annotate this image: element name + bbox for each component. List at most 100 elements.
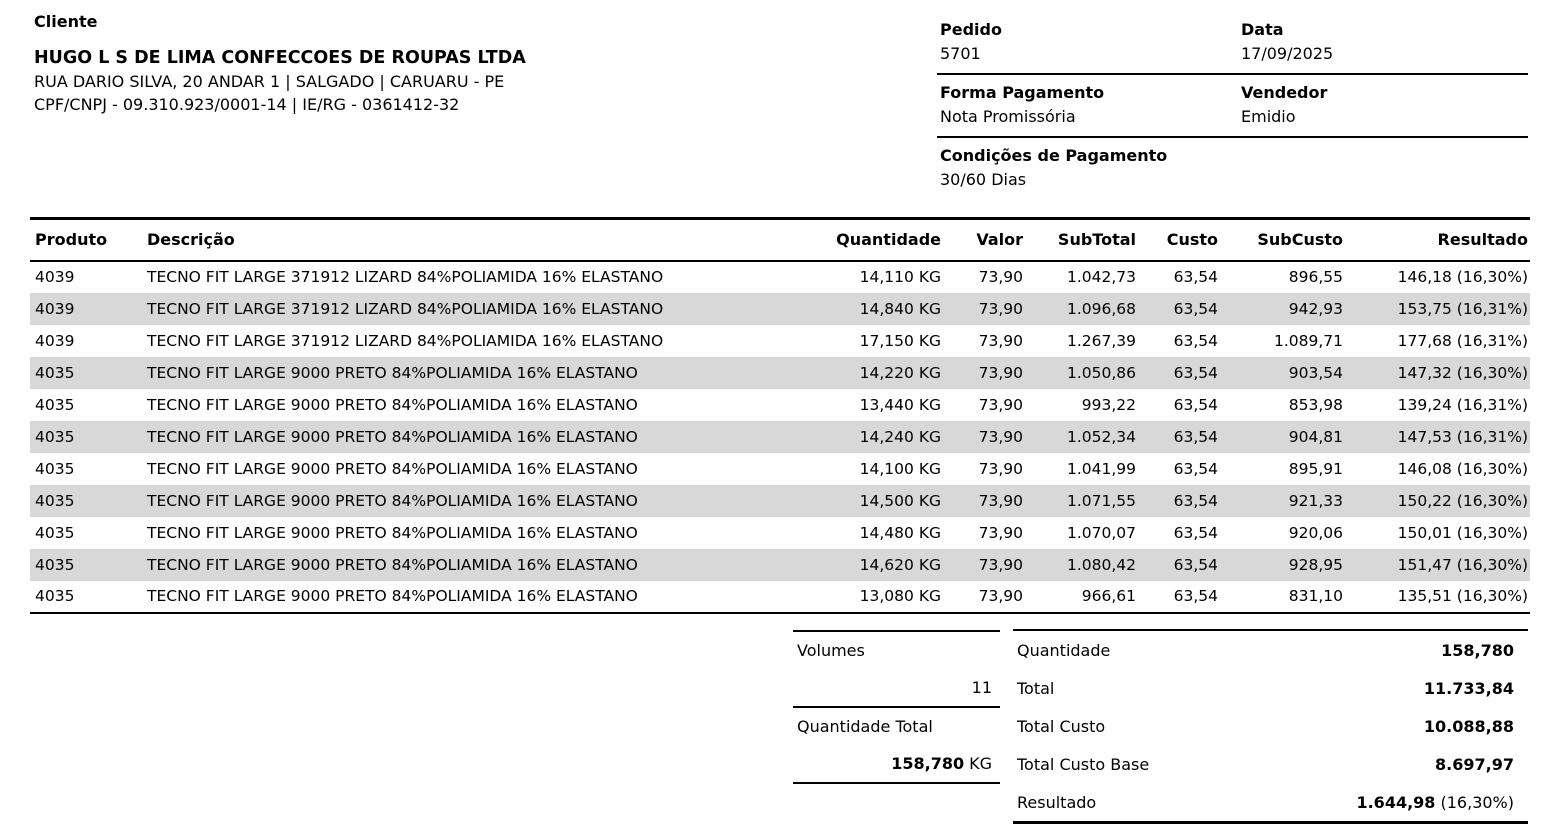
cell-subtotal: 993,22 — [1081, 395, 1136, 414]
data-label: Data — [1241, 20, 1284, 39]
cell-resultado: 150,01 (16,30%) — [1397, 523, 1528, 542]
cell-subcusto: 896,55 — [1288, 268, 1343, 286]
header-subcusto: SubCusto — [1220, 218, 1345, 262]
cell-subcusto: 904,81 — [1288, 427, 1343, 446]
cell-resultado: 151,47 (16,30%) — [1397, 555, 1528, 574]
cell-custo: 63,54 — [1173, 555, 1218, 574]
cell-custo: 63,54 — [1173, 587, 1218, 605]
cell-subtotal: 1.050,86 — [1066, 363, 1136, 382]
cell-valor: 73,90 — [978, 555, 1023, 574]
quantidade-total-value: 158,780 — [891, 754, 965, 773]
cell-quantidade: 14,240 KG — [859, 427, 941, 446]
cell-quantidade: 14,100 KG — [859, 459, 941, 478]
cell-subcusto: 928,95 — [1288, 555, 1343, 574]
cell-resultado: 146,18 (16,30%) — [1397, 268, 1528, 286]
cell-subtotal: 1.267,39 — [1066, 331, 1136, 350]
cell-valor: 73,90 — [978, 299, 1023, 318]
order-row-condicoes: Condições de Pagamento 30/60 Dias — [937, 138, 1528, 199]
summary-row-quantidade: Quantidade 158,780 — [1013, 631, 1528, 669]
table-row: 4039 TECNO FIT LARGE 371912 LIZARD 84%POL… — [30, 325, 1530, 357]
cell-valor: 73,90 — [978, 523, 1023, 542]
cell-descricao: TECNO FIT LARGE 9000 PRETO 84%POLIAMIDA … — [147, 395, 638, 414]
summary-resultado-value-group: 1.644,98 (16,30%) — [1356, 793, 1514, 812]
cell-quantidade: 13,080 KG — [859, 587, 941, 605]
cell-produto: 4035 — [35, 395, 75, 414]
cell-descricao: TECNO FIT LARGE 9000 PRETO 84%POLIAMIDA … — [147, 427, 638, 446]
cell-valor: 73,90 — [978, 268, 1023, 286]
cell-quantidade: 14,620 KG — [859, 555, 941, 574]
condicoes-value: 30/60 Dias — [940, 170, 1027, 189]
cell-custo: 63,54 — [1173, 459, 1218, 478]
quantidade-total-section: Quantidade Total 158,780 KG — [793, 708, 1000, 784]
cell-produto: 4039 — [35, 331, 75, 350]
table-row: 4039 TECNO FIT LARGE 371912 LIZARD 84%POL… — [30, 261, 1530, 293]
quantidade-total-value-row: 158,780 KG — [793, 745, 1000, 782]
cell-subcusto: 903,54 — [1288, 363, 1343, 382]
forma-pagamento-field: Forma Pagamento Nota Promissória — [940, 83, 1241, 126]
cell-subcusto: 831,10 — [1288, 587, 1343, 605]
cell-valor: 73,90 — [978, 427, 1023, 446]
volumes-section: Volumes 11 — [793, 632, 1000, 708]
cell-produto: 4035 — [35, 587, 75, 605]
cell-produto: 4039 — [35, 268, 75, 286]
data-value: 17/09/2025 — [1241, 44, 1334, 63]
cell-subcusto: 1.089,71 — [1273, 331, 1343, 350]
cell-descricao: TECNO FIT LARGE 371912 LIZARD 84%POLIAMI… — [147, 331, 664, 350]
cell-subtotal: 1.080,42 — [1066, 555, 1136, 574]
vendedor-value: Emidio — [1241, 107, 1296, 126]
table-row: 4035 TECNO FIT LARGE 9000 PRETO 84%POLIAM… — [30, 420, 1530, 453]
cell-resultado: 153,75 (16,31%) — [1397, 299, 1528, 318]
cell-custo: 63,54 — [1173, 363, 1218, 382]
cell-descricao: TECNO FIT LARGE 9000 PRETO 84%POLIAMIDA … — [147, 555, 638, 574]
cell-produto: 4035 — [35, 363, 75, 382]
client-documents: CPF/CNPJ - 09.310.923/0001-14 | IE/RG - … — [34, 95, 460, 114]
cell-quantidade: 14,500 KG — [859, 491, 941, 510]
header-valor: Valor — [943, 218, 1025, 262]
summary-total-custo-label: Total Custo — [1017, 716, 1106, 736]
cell-valor: 73,90 — [978, 587, 1023, 605]
table-body: 4039 TECNO FIT LARGE 371912 LIZARD 84%POL… — [30, 261, 1530, 613]
cell-valor: 73,90 — [978, 331, 1023, 350]
summary-total-custo-value: 10.088,88 — [1423, 716, 1514, 736]
cell-valor: 73,90 — [978, 395, 1023, 414]
client-name: HUGO L S DE LIMA CONFECCOES DE ROUPAS LT… — [34, 48, 526, 68]
header-custo: Custo — [1138, 218, 1220, 262]
client-info: Cliente HUGO L S DE LIMA CONFECCOES DE R… — [34, 12, 734, 116]
cell-quantidade: 13,440 KG — [859, 395, 941, 414]
cell-valor: 73,90 — [978, 491, 1023, 510]
cell-subtotal: 1.071,55 — [1066, 491, 1136, 510]
pedido-field: Pedido 5701 — [940, 20, 1241, 63]
quantidade-total-label: Quantidade Total — [797, 717, 933, 736]
order-row-pedido-data: Pedido 5701 Data 17/09/2025 — [937, 12, 1528, 75]
cell-quantidade: 14,220 KG — [859, 363, 941, 382]
cell-resultado: 147,32 (16,30%) — [1397, 363, 1528, 382]
table-row: 4035 TECNO FIT LARGE 9000 PRETO 84%POLIAM… — [30, 548, 1530, 581]
condicoes-label: Condições de Pagamento — [940, 146, 1168, 165]
cell-quantidade: 17,150 KG — [859, 331, 941, 350]
summary-total-value: 11.733,84 — [1423, 678, 1514, 698]
order-info-panel: Pedido 5701 Data 17/09/2025 Forma Pagame… — [937, 12, 1528, 199]
cell-resultado: 177,68 (16,31%) — [1397, 331, 1528, 350]
summary-total-custo-base-label: Total Custo Base — [1017, 754, 1150, 774]
pedido-label: Pedido — [940, 20, 1002, 39]
cell-custo: 63,54 — [1173, 427, 1218, 446]
cell-custo: 63,54 — [1173, 491, 1218, 510]
table-header-row: Produto Descrição Quantidade Valor SubTo… — [30, 218, 1530, 262]
cell-subcusto: 921,33 — [1288, 491, 1343, 510]
summary-resultado-suffix: (16,30%) — [1435, 792, 1515, 812]
forma-pagamento-label: Forma Pagamento — [940, 83, 1105, 102]
table-row: 4039 TECNO FIT LARGE 371912 LIZARD 84%POL… — [30, 292, 1530, 325]
products-table: Produto Descrição Quantidade Valor SubTo… — [30, 217, 1530, 614]
summary-resultado-label: Resultado — [1017, 792, 1097, 812]
cell-descricao: TECNO FIT LARGE 371912 LIZARD 84%POLIAMI… — [147, 299, 664, 318]
header-subtotal: SubTotal — [1025, 218, 1138, 262]
summary-quantidade-label: Quantidade — [1017, 640, 1111, 660]
cell-resultado: 135,51 (16,30%) — [1397, 587, 1528, 605]
cell-resultado: 150,22 (16,30%) — [1397, 491, 1528, 510]
cell-custo: 63,54 — [1173, 268, 1218, 286]
table-row: 4035 TECNO FIT LARGE 9000 PRETO 84%POLIAM… — [30, 484, 1530, 517]
cell-descricao: TECNO FIT LARGE 9000 PRETO 84%POLIAMIDA … — [147, 491, 638, 510]
cell-valor: 73,90 — [978, 363, 1023, 382]
cell-descricao: TECNO FIT LARGE 9000 PRETO 84%POLIAMIDA … — [147, 363, 638, 382]
